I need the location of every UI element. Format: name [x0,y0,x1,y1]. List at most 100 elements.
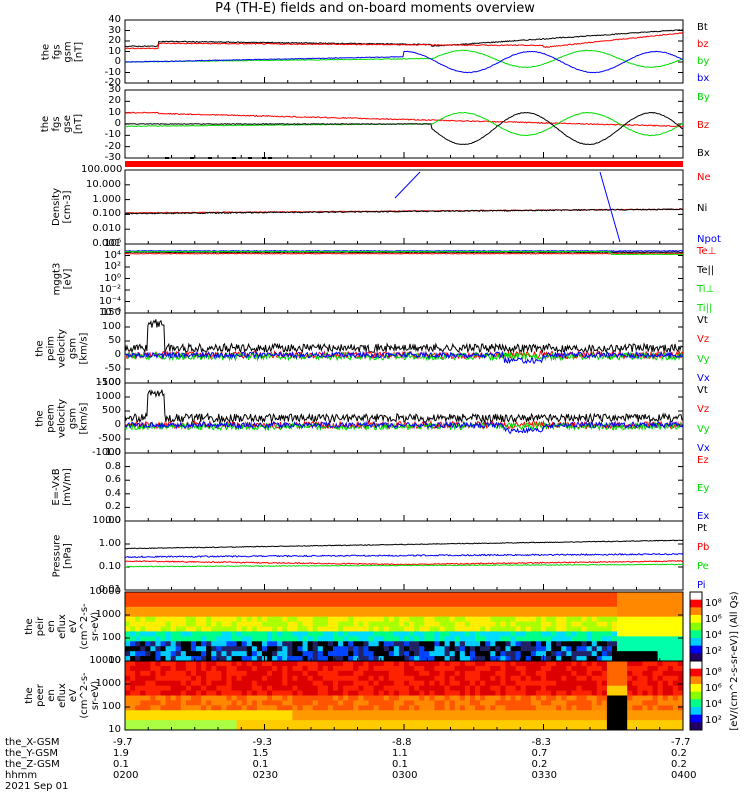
electron-spectrogram-cell [373,675,380,682]
ion-spectrogram-cell [414,601,420,608]
colorbar-tick: 10⁸ [705,598,722,609]
electron-spectrogram-cell [464,685,471,692]
electron-spectrogram-cell [606,680,613,687]
ion-spectrogram-cell [586,626,593,632]
ion-spectrogram-cell [561,641,567,647]
electron-spectrogram-cell [622,661,628,667]
electron-spectrogram-cell [495,700,501,706]
electron-spectrogram-cell [145,670,151,677]
ion-spectrogram-cell [125,651,131,657]
electron-spectrogram-cell [409,685,415,692]
electron-spectrogram-cell [277,690,283,696]
electron-spectrogram-cell [525,710,532,716]
electron-spectrogram-cell [581,715,588,721]
ion-spectrogram-cell [130,651,136,657]
electron-spectrogram-cell [515,700,522,706]
ion-spectrogram-cell [510,656,517,662]
ion-spectrogram-cell [343,651,349,657]
ion-spectrogram-cell [393,616,400,623]
electron-spectrogram-cell [170,661,177,667]
electron-spectrogram-cell [393,695,400,701]
electron-spectrogram-cell [475,680,481,687]
electron-spectrogram-cell [485,705,491,711]
electron-spectrogram-cell [368,695,375,701]
ion-spectrogram-cell [175,611,182,618]
electron-spectrogram-cell [312,665,319,672]
ion-spectrogram-cell [551,621,557,627]
electron-spectrogram-cell [551,700,557,706]
electron-spectrogram-cell [196,661,202,667]
ion-spectrogram-cell [414,606,420,613]
ion-spectrogram-cell [125,636,131,642]
ion-spectrogram-cell [627,646,633,652]
ion-spectrogram-cell [546,641,552,647]
ion-spectrogram-cell [368,651,375,657]
electron-spectrogram-cell [404,720,410,726]
ion-spectrogram-cell [287,616,293,623]
ion-spectrogram-cell [267,631,273,637]
electron-spectrogram-cell [434,700,441,706]
ylabel-line: gse [62,115,73,133]
electron-spectrogram-cell [480,670,486,677]
electron-spectrogram-cell [241,705,248,711]
electron-spectrogram-cell [601,680,608,687]
ion-spectrogram-cell [434,636,441,642]
ion-spectrogram-cell [307,592,314,598]
electron-spectrogram-cell [642,661,648,667]
ion-spectrogram-cell [383,616,390,623]
electron-spectrogram-cell [165,725,172,731]
electron-spectrogram-cell [180,710,187,716]
electron-spectrogram-cell [363,700,369,706]
electron-spectrogram-cell [444,680,451,687]
ion-spectrogram-cell [185,656,192,662]
ion-spectrogram-cell [338,626,344,632]
electron-spectrogram-cell [454,715,461,721]
electron-spectrogram-cell [454,685,461,692]
electron-spectrogram-cell [358,665,364,672]
ion-spectrogram-cell [185,601,192,608]
electron-spectrogram-cell [373,670,380,677]
ion-spectrogram-cell [642,626,648,632]
electron-spectrogram-cell [373,685,380,692]
ion-spectrogram-cell [297,636,304,642]
electron-spectrogram-cell [302,725,309,731]
electron-spectrogram-cell [642,695,648,701]
ion-spectrogram-cell [338,621,344,627]
electron-spectrogram-cell [353,665,359,672]
electron-spectrogram-cell [226,715,233,721]
electron-spectrogram-cell [160,685,167,692]
ion-spectrogram-cell [368,616,375,623]
ylabel-line: gsm [67,337,79,359]
ion-spectrogram-cell [150,611,156,618]
electron-spectrogram-cell [277,720,283,726]
electron-spectrogram-cell [657,665,664,672]
electron-spectrogram-cell [469,690,476,696]
electron-spectrogram-cell [419,670,425,677]
electron-spectrogram-cell [439,675,446,682]
pe-line [124,563,684,568]
electron-spectrogram-cell [393,685,400,692]
electron-spectrogram-cell [317,710,324,716]
ion-spectrogram-cell [216,626,222,632]
ion-spectrogram-cell [505,611,512,618]
colorbar-tick: 10⁶ [705,614,722,625]
ion-spectrogram-cell [226,601,233,608]
ion-spectrogram-cell [338,606,344,613]
ion-spectrogram-cell [480,656,486,662]
electron-spectrogram-cell [185,700,192,706]
ion-spectrogram-cell [485,641,491,647]
ion-spectrogram-cell [226,626,233,632]
ion-spectrogram-cell [424,611,430,618]
ion-spectrogram-cell [409,601,415,608]
electron-spectrogram-cell [546,670,552,677]
ion-spectrogram-cell [530,651,537,657]
ytick-label: 50 [108,335,121,346]
ion-spectrogram-cell [125,646,131,652]
footer-value: 1.9 [113,748,129,759]
ion-spectrogram-cell [256,641,263,647]
electron-spectrogram-cell [282,675,288,682]
ion-spectrogram-cell [307,631,314,637]
ion-spectrogram-cell [251,601,258,608]
electron-spectrogram-cell [246,710,253,716]
electron-spectrogram-cell [206,685,212,692]
